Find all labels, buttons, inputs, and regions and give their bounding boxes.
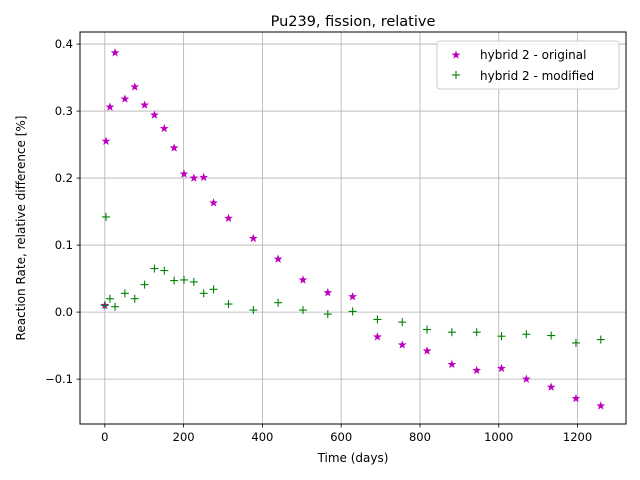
data-point	[472, 328, 481, 337]
data-point	[422, 346, 432, 355]
data-point	[323, 288, 333, 297]
data-point	[209, 198, 218, 207]
data-point	[199, 289, 208, 298]
data-point	[209, 285, 218, 294]
data-point	[596, 401, 606, 410]
y-tick-label: 0.3	[55, 104, 73, 118]
y-tick-label: 0.4	[55, 37, 73, 51]
data-point	[398, 318, 407, 327]
data-point	[140, 100, 149, 109]
data-point	[249, 306, 258, 315]
data-point	[248, 233, 258, 243]
data-point	[120, 289, 129, 298]
data-point	[447, 359, 457, 369]
data-point	[472, 365, 482, 375]
data-point	[130, 82, 140, 91]
data-point	[348, 292, 357, 301]
data-point	[521, 374, 531, 383]
legend-label-original: hybrid 2 - original	[480, 48, 586, 62]
axes: 0 200 400 600 800 1000 1200 −0.1 0.0 0.1 0.2 0.3 0.4	[45, 37, 592, 444]
data-point	[120, 94, 130, 103]
series-original	[100, 48, 606, 410]
data-point	[160, 266, 169, 275]
data-point	[224, 213, 233, 223]
data-point	[110, 48, 120, 57]
data-point	[298, 306, 307, 315]
x-tick-label: 1000	[484, 430, 513, 444]
x-tick-label: 800	[409, 430, 431, 444]
y-axis-label: Reaction Rate, relative difference [%]	[14, 116, 28, 341]
data-point	[497, 332, 506, 341]
series-layer	[100, 48, 606, 410]
data-point	[179, 169, 189, 178]
legend-star-icon	[451, 50, 461, 59]
data-point	[497, 363, 506, 373]
data-point	[447, 328, 456, 337]
data-point	[111, 302, 120, 311]
legend-label-modified: hybrid 2 - modified	[480, 69, 594, 83]
x-axis-label: Time (days)	[317, 451, 389, 465]
data-point	[170, 276, 179, 285]
data-point	[298, 275, 308, 284]
data-point	[140, 280, 149, 289]
data-point	[102, 212, 110, 221]
series-modified	[100, 212, 605, 347]
data-point	[100, 301, 109, 310]
chart-title: Pu239, fission, relative	[271, 14, 436, 30]
x-tick-label: 200	[173, 430, 195, 444]
x-tick-label: 600	[330, 430, 352, 444]
data-point	[150, 110, 159, 119]
data-point	[105, 102, 115, 111]
y-tick-label: −0.1	[45, 372, 73, 386]
legend-marker-original	[451, 50, 461, 59]
data-point	[571, 393, 581, 403]
data-point	[397, 340, 407, 349]
legend-marker-modified	[452, 71, 460, 79]
data-point	[547, 331, 556, 340]
legend: hybrid 2 - original hybrid 2 - modified	[436, 40, 620, 90]
data-point	[180, 275, 188, 284]
data-point	[159, 123, 169, 133]
data-point	[224, 300, 233, 309]
data-point	[373, 332, 382, 341]
data-point	[571, 338, 580, 347]
y-tick-label: 0.0	[55, 305, 73, 319]
data-point	[546, 382, 556, 391]
x-tick-label: 1200	[563, 430, 592, 444]
x-tick-label: 0	[101, 430, 108, 444]
data-point	[169, 143, 179, 152]
data-point	[101, 136, 111, 145]
x-tick-label: 400	[251, 430, 273, 444]
legend-plus-icon	[452, 71, 460, 79]
data-point	[423, 325, 432, 334]
data-point	[522, 330, 531, 339]
data-point	[199, 172, 209, 182]
data-point	[189, 277, 198, 286]
data-point	[105, 294, 114, 303]
grid	[80, 32, 626, 424]
legend-box	[436, 40, 620, 90]
y-tick-label: 0.2	[55, 171, 73, 185]
data-point	[150, 264, 159, 273]
plot-area	[80, 32, 626, 424]
plot-frame	[79, 31, 627, 425]
data-point	[189, 173, 199, 182]
data-point	[323, 310, 332, 319]
data-point	[130, 294, 139, 303]
data-point	[596, 335, 605, 344]
data-point	[274, 298, 283, 307]
data-point	[373, 315, 382, 324]
data-point	[273, 254, 283, 263]
y-tick-label: 0.1	[55, 238, 73, 252]
data-point	[348, 307, 357, 316]
